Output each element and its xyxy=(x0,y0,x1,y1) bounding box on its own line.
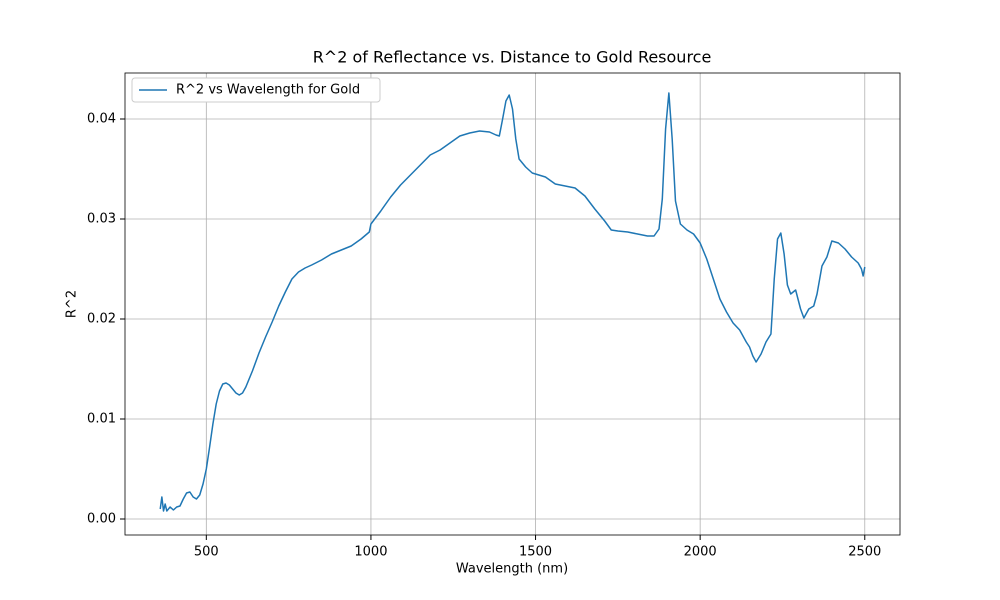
y-tick-label: 0.04 xyxy=(87,112,116,127)
y-tick-label: 0.00 xyxy=(87,512,116,527)
legend-box xyxy=(131,77,381,103)
chart-title: R^2 of Reflectance vs. Distance to Gold … xyxy=(313,48,712,67)
y-tick-label: 0.02 xyxy=(87,312,116,327)
x-tick-label: 2500 xyxy=(848,545,881,560)
x-tick-label: 1000 xyxy=(354,545,387,560)
legend-label: R^2 vs Wavelength for Gold xyxy=(176,83,360,98)
x-tick-label: 500 xyxy=(194,545,219,560)
y-tick-label: 0.03 xyxy=(87,212,116,227)
x-tick-label: 2000 xyxy=(684,545,717,560)
y-tick-label: 0.01 xyxy=(87,412,116,427)
plot-frame xyxy=(124,72,901,536)
y-axis-label: R^2 xyxy=(65,290,80,318)
data-line xyxy=(159,92,866,512)
x-tick-label: 1500 xyxy=(519,545,552,560)
x-axis-label: Wavelength (nm) xyxy=(456,562,568,577)
